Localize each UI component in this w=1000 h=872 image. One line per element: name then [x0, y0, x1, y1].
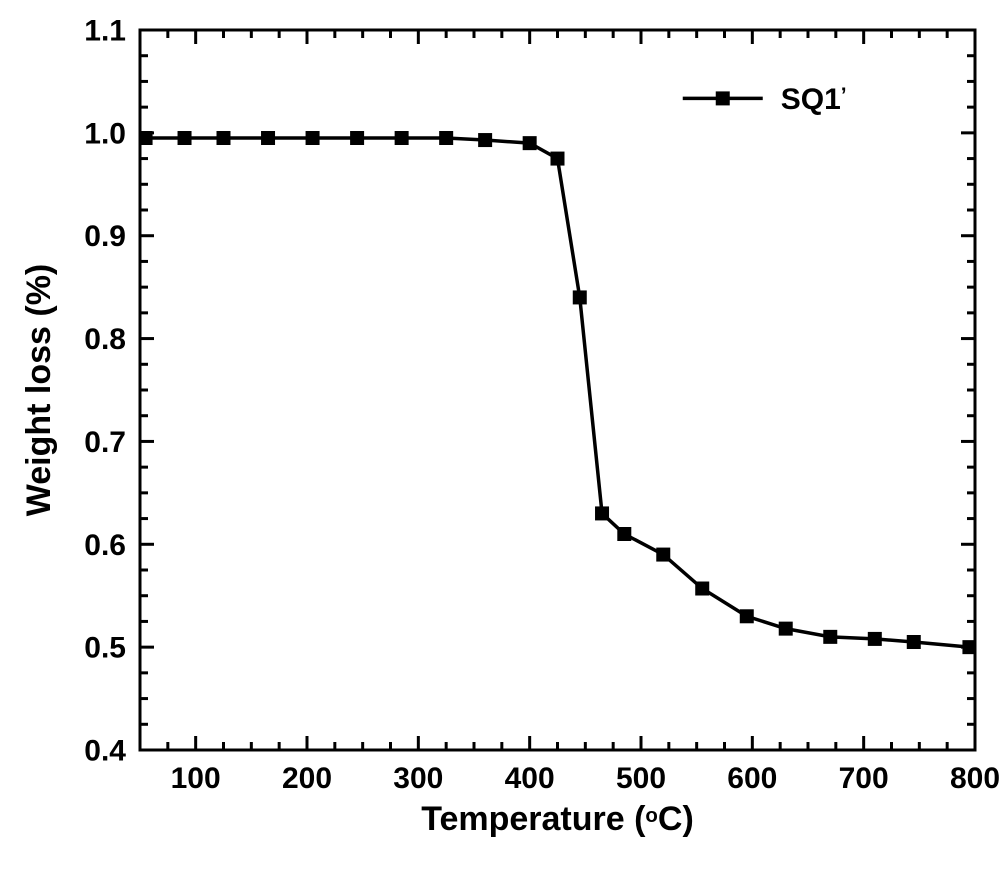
- series-marker: [478, 133, 492, 147]
- x-tick-label: 700: [839, 762, 889, 795]
- series-marker: [617, 527, 631, 541]
- x-tick-label: 200: [282, 762, 332, 795]
- series-marker: [178, 131, 192, 145]
- x-tick-label: 300: [393, 762, 443, 795]
- series-marker: [779, 622, 793, 636]
- series-marker: [306, 131, 320, 145]
- series-marker: [868, 632, 882, 646]
- series-marker: [962, 640, 976, 654]
- x-tick-label: 400: [505, 762, 555, 795]
- x-tick-label: 500: [616, 762, 666, 795]
- x-tick-label: 100: [171, 762, 221, 795]
- y-tick-label: 1.0: [84, 117, 126, 150]
- series-marker: [656, 548, 670, 562]
- y-tick-label: 0.6: [84, 529, 126, 562]
- x-tick-label: 600: [727, 762, 777, 795]
- y-tick-label: 0.8: [84, 323, 126, 356]
- series-marker: [217, 131, 231, 145]
- series-marker: [595, 506, 609, 520]
- x-axis-title: Temperature (oC): [421, 800, 694, 838]
- series-marker: [395, 131, 409, 145]
- y-tick-label: 0.7: [84, 426, 126, 459]
- series-marker: [139, 131, 153, 145]
- series-marker: [523, 136, 537, 150]
- series-marker: [439, 131, 453, 145]
- x-tick-label: 800: [950, 762, 1000, 795]
- series-marker: [695, 582, 709, 596]
- y-tick-label: 0.4: [84, 735, 126, 768]
- series-marker: [261, 131, 275, 145]
- y-tick-label: 1.1: [84, 15, 126, 48]
- series-marker: [823, 630, 837, 644]
- series-marker: [551, 152, 565, 166]
- chart-svg: 100 200 300 400 500 600 700 800 0.4 0.5 0.6 0.7 0.8 0…: [0, 0, 1000, 872]
- series-marker: [740, 609, 754, 623]
- tga-chart: 100 200 300 400 500 600 700 800 0.4 0.5 0.6 0.7 0.8 0…: [0, 0, 1000, 872]
- y-tick-label: 0.9: [84, 220, 126, 253]
- y-axis-title: Weight loss (%): [20, 264, 58, 517]
- series-marker: [350, 131, 364, 145]
- series-marker: [573, 290, 587, 304]
- y-tick-label: 0.5: [84, 632, 126, 665]
- legend-label: SQ1’: [781, 83, 847, 116]
- series-marker: [907, 635, 921, 649]
